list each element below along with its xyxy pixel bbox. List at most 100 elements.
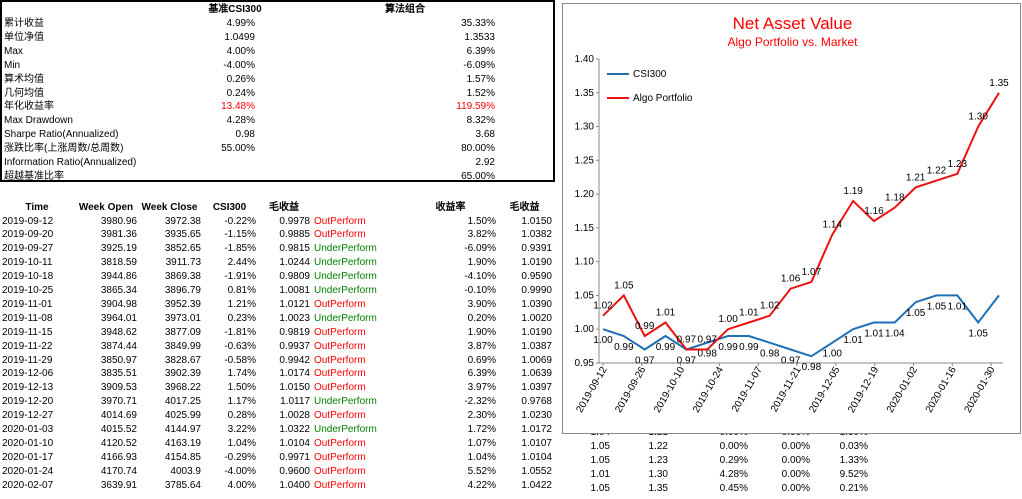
- summary-row-csi: 4.28%: [226, 115, 255, 127]
- data-label: 0.97: [677, 334, 697, 345]
- data-label: 1.01: [843, 335, 863, 346]
- weekly-cell: 2.44%: [227, 257, 256, 269]
- summary-row-algo: 65.00%: [461, 170, 495, 182]
- weekly-cell: 1.04%: [227, 437, 256, 449]
- sheet-cell: 0.00%: [781, 440, 810, 452]
- data-label: 1.00: [823, 349, 843, 360]
- sheet-cell: 1.05: [590, 482, 610, 494]
- weekly-cell: -2.32%: [464, 396, 496, 408]
- weekly-cell: -0.22%: [224, 215, 256, 227]
- weekly-cell: 3.87%: [467, 340, 496, 352]
- weekly-cell: 4003.9: [170, 465, 201, 477]
- data-label: 1.05: [614, 280, 634, 291]
- data-label: 1.00: [593, 335, 613, 346]
- sheet-cell: 0.03%: [839, 440, 868, 452]
- data-label: 1.06: [781, 274, 801, 285]
- sheet-cell: 0.00%: [719, 440, 748, 452]
- summary-row-algo: 119.59%: [456, 101, 495, 113]
- x-tick-label: 2020-01-02: [885, 365, 920, 415]
- weekly-cell: 0.9937: [279, 340, 310, 352]
- weekly-cell: 1.0020: [521, 312, 552, 324]
- data-label: 0.99: [656, 342, 676, 353]
- data-label: 1.19: [843, 186, 863, 197]
- weekly-cell: OutPerform: [314, 326, 366, 338]
- summary-row-csi: 55.00%: [221, 143, 255, 155]
- weekly-cell: 1.0150: [521, 215, 552, 227]
- weekly-cell: 0.9768: [521, 396, 552, 408]
- weekly-cell: 1.0174: [279, 368, 310, 380]
- x-tick-label: 2020-01-30: [963, 365, 998, 415]
- summary-row-csi: -4.00%: [223, 59, 255, 71]
- weekly-cell: 0.9809: [279, 271, 310, 283]
- weekly-cell: OutPerform: [314, 382, 366, 394]
- data-label: 0.99: [635, 321, 655, 332]
- weekly-cell: 3835.51: [100, 368, 137, 380]
- weekly-cell: 2019-10-25: [2, 285, 54, 296]
- weekly-cell: 5.52%: [467, 465, 496, 477]
- weekly-cell: 2019-12-06: [2, 368, 54, 380]
- sheet-cell: 1.33%: [839, 454, 868, 466]
- weekly-cell: -6.09%: [464, 243, 496, 255]
- summary-row-csi: 1.0499: [224, 31, 255, 43]
- summary-row-label bold: 超越基准比率: [4, 170, 64, 182]
- weekly-cell: 4166.93: [100, 451, 137, 463]
- data-label: 1.22: [927, 166, 947, 177]
- weekly-cell: 1.0639: [521, 368, 552, 380]
- data-label: 0.98: [802, 362, 822, 373]
- summary-row-label: Max: [4, 45, 23, 57]
- weekly-cell: 4025.99: [164, 410, 201, 422]
- weekly-cell: 2020-01-10: [2, 437, 54, 449]
- weekly-cell: 3896.79: [164, 285, 201, 296]
- weekly-cell: 1.0121: [279, 298, 310, 310]
- data-label: 0.99: [739, 342, 759, 353]
- weekly-cell: OutPerform: [314, 437, 366, 449]
- weekly-cell: -0.63%: [224, 340, 256, 352]
- data-label: 1.00: [718, 314, 738, 325]
- summary-row-label: Min: [4, 59, 21, 71]
- weekly-header: 收益率: [435, 202, 466, 213]
- weekly-cell: 1.0104: [521, 451, 552, 463]
- weekly-header: [314, 201, 404, 214]
- weekly-cell: -4.10%: [464, 271, 496, 283]
- summary-row-algo: 1.57%: [466, 73, 495, 85]
- summary-row-algo: 2.92: [475, 157, 495, 168]
- weekly-cell: OutPerform: [314, 451, 366, 463]
- weekly-cell: 2019-11-29: [2, 354, 53, 366]
- weekly-cell: 1.0382: [521, 229, 552, 241]
- sheet-cell: 1.05: [590, 454, 610, 466]
- weekly-cell: 0.9971: [279, 451, 310, 463]
- weekly-cell: UnderPerform: [314, 424, 377, 435]
- weekly-cell: 1.0069: [521, 354, 552, 366]
- weekly-cell: 2019-11-08: [2, 312, 53, 324]
- x-tick-label: 2019-12-19: [846, 365, 881, 415]
- weekly-cell: 2019-10-11: [2, 257, 53, 269]
- weekly-cell: 0.9978: [279, 215, 310, 227]
- weekly-cell: 0.9819: [279, 326, 310, 338]
- weekly-cell: 2020-01-03: [2, 424, 54, 435]
- weekly-cell: 1.0390: [521, 298, 552, 310]
- weekly-cell: 1.0322: [279, 424, 310, 435]
- weekly-cell: 1.0422: [521, 479, 552, 491]
- sheet-cell: 0.00%: [781, 468, 810, 480]
- weekly-cell: 3944.86: [100, 271, 137, 283]
- nav-chart[interactable]: Net Asset Value Algo Portfolio vs. Marke…: [562, 3, 1021, 434]
- weekly-cell: -1.85%: [224, 243, 256, 255]
- weekly-cell: 3948.62: [100, 326, 137, 338]
- weekly-cell: 1.0400: [279, 479, 310, 491]
- sheet-cell: 4.28%: [719, 468, 748, 480]
- data-label: 1.05: [968, 328, 988, 339]
- weekly-cell: 1.0028: [279, 410, 310, 422]
- weekly-cell: 3828.67: [164, 354, 201, 366]
- summary-row-label bold: 涨跌比率(上涨周数/总周数): [4, 143, 124, 155]
- sheet-cell: 0.21%: [839, 482, 868, 494]
- weekly-cell: OutPerform: [314, 340, 366, 352]
- summary-row-csi: 4.00%: [226, 45, 255, 57]
- weekly-cell: OutPerform: [314, 298, 366, 310]
- weekly-cell: 6.39%: [467, 368, 496, 380]
- weekly-cell: OutPerform: [314, 229, 366, 241]
- weekly-cell: 4014.69: [100, 410, 137, 422]
- summary-row-algo: 80.00%: [461, 143, 495, 155]
- weekly-cell: 0.69%: [467, 354, 496, 366]
- x-tick-label: 2020-01-16: [924, 365, 959, 415]
- weekly-cell: 3902.39: [164, 368, 201, 380]
